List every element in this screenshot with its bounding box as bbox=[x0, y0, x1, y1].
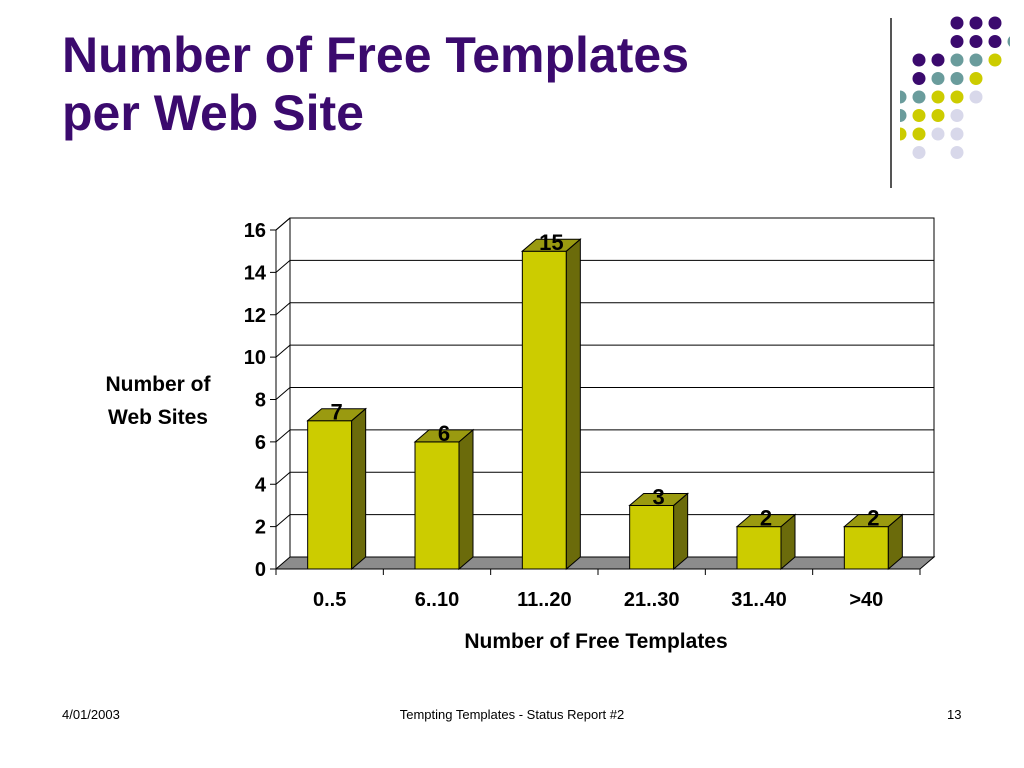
decor-dot bbox=[931, 90, 945, 104]
x-tick-label: 0..5 bbox=[313, 589, 346, 611]
chart-gridline bbox=[275, 387, 934, 400]
decor-dot bbox=[931, 109, 945, 122]
decor-dot bbox=[950, 35, 964, 48]
data-label: 7 bbox=[331, 400, 343, 425]
decor-dot bbox=[988, 16, 1002, 30]
data-label: 2 bbox=[867, 506, 879, 531]
chart-gridline bbox=[275, 344, 934, 358]
decor-dot bbox=[912, 72, 926, 85]
y-tick-label: 6 bbox=[255, 432, 266, 454]
decor-dot bbox=[912, 146, 926, 159]
y-tick-label: 16 bbox=[244, 220, 266, 242]
decor-dot bbox=[950, 146, 964, 159]
x-axis-title: Number of Free Templates bbox=[464, 630, 727, 653]
decor-dot bbox=[969, 90, 983, 104]
y-tick-label: 4 bbox=[255, 474, 267, 496]
decor-dot bbox=[988, 53, 1002, 67]
bar bbox=[629, 504, 675, 570]
decor-dot bbox=[988, 35, 1002, 48]
bar bbox=[736, 526, 782, 570]
y-tick-label: 0 bbox=[255, 559, 266, 581]
decor-dot bbox=[931, 53, 945, 67]
bar-side bbox=[673, 492, 689, 571]
decor-dot bbox=[969, 35, 983, 48]
decor-dot bbox=[912, 90, 926, 104]
decor-dot bbox=[950, 90, 964, 104]
y-axis-title-line: Number of bbox=[106, 373, 212, 396]
footer-date: 4/01/2003 bbox=[62, 707, 120, 722]
decor-dot bbox=[900, 90, 907, 104]
bar bbox=[521, 250, 567, 570]
bar-top bbox=[628, 492, 690, 506]
bar-top bbox=[306, 408, 368, 422]
decor-dot bbox=[950, 127, 964, 141]
x-tick-label: >40 bbox=[849, 589, 883, 611]
decor-dot bbox=[931, 72, 945, 85]
bar-top bbox=[520, 238, 582, 252]
decor-dot bbox=[969, 16, 983, 30]
title-line-1: Number of Free Templates bbox=[62, 27, 690, 83]
bar-top bbox=[735, 514, 797, 528]
y-tick-label: 14 bbox=[244, 262, 267, 284]
y-tick-label: 8 bbox=[255, 390, 266, 412]
chart-floor bbox=[274, 556, 936, 570]
data-label: 6 bbox=[438, 421, 450, 446]
chart-gridline bbox=[275, 302, 934, 316]
decor-dot bbox=[950, 72, 964, 85]
bar bbox=[843, 526, 889, 570]
x-tick-label: 21..30 bbox=[624, 589, 680, 611]
decor-dot bbox=[969, 53, 983, 67]
data-label: 2 bbox=[760, 506, 772, 531]
chart-gridline bbox=[275, 514, 934, 528]
chart-gridline bbox=[275, 429, 934, 443]
title-divider-line bbox=[890, 18, 892, 188]
decor-dot bbox=[912, 109, 926, 122]
decor-dot bbox=[969, 72, 983, 85]
footer-title: Tempting Templates - Status Report #2 bbox=[399, 707, 625, 722]
bar-chart: 0 2 4 6 8 10 12 14 16 7 0..5 6 6..10 15 11..20 3 21..30 2… bbox=[106, 217, 936, 653]
y-tick-label: 2 bbox=[255, 517, 266, 539]
decor-dot bbox=[950, 109, 964, 122]
y-tick-label: 10 bbox=[244, 347, 266, 369]
bar-side bbox=[351, 407, 367, 571]
footer-page-number: 13 bbox=[947, 707, 962, 722]
bar-side bbox=[565, 238, 581, 571]
decor-dot bbox=[912, 53, 926, 67]
x-tick-label: 11..20 bbox=[517, 589, 572, 611]
chart-gridline bbox=[275, 217, 934, 231]
bar-side bbox=[458, 428, 474, 571]
data-label: 15 bbox=[539, 230, 563, 255]
decor-dot bbox=[931, 127, 945, 141]
decorative-dot-pattern bbox=[900, 16, 1010, 159]
decor-dot bbox=[912, 127, 926, 141]
bar-top bbox=[842, 514, 904, 528]
decor-dot bbox=[950, 16, 964, 30]
slide-title: Number of Free Templates per Web Site bbox=[62, 26, 822, 142]
decor-dot bbox=[950, 53, 964, 67]
decor-dot bbox=[1007, 36, 1010, 47]
bar bbox=[414, 441, 460, 570]
bar-top bbox=[413, 429, 475, 443]
title-line-2: per Web Site bbox=[62, 85, 364, 141]
decor-dot bbox=[900, 127, 907, 141]
chart-gridline bbox=[275, 259, 934, 273]
bar bbox=[307, 420, 353, 570]
x-tick-label: 31..40 bbox=[731, 589, 787, 611]
x-tick-label: 6..10 bbox=[415, 589, 459, 611]
decor-dot bbox=[900, 109, 907, 122]
data-label: 3 bbox=[653, 484, 665, 509]
chart-gridline bbox=[275, 471, 934, 485]
y-tick-label: 12 bbox=[244, 305, 266, 327]
y-axis-title-line: Web Sites bbox=[108, 406, 208, 429]
